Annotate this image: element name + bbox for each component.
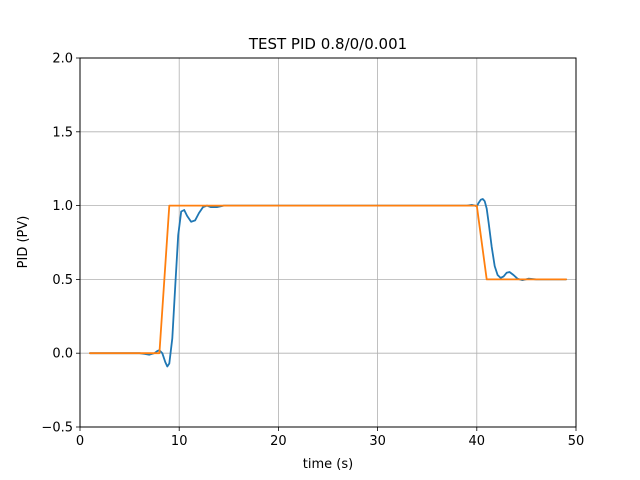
- x-tick-label: 0: [76, 434, 84, 449]
- x-tick-label: 20: [270, 434, 287, 449]
- series-layer: [89, 198, 567, 368]
- y-axis-label: PID (PV): [16, 216, 31, 269]
- y-tick-label: 1.0: [52, 199, 73, 214]
- y-tick-label: 2.0: [52, 52, 73, 67]
- x-axis-label: time (s): [303, 457, 353, 472]
- plot-frame: [79, 57, 577, 428]
- x-tick-label: 10: [171, 434, 188, 449]
- grid: [79, 57, 577, 428]
- chart-title: TEST PID 0.8/0/0.001: [248, 35, 407, 53]
- y-tick-label: 0.5: [52, 273, 73, 288]
- y-tick-label: 0.0: [52, 347, 73, 362]
- x-tick-label: 40: [469, 434, 486, 449]
- y-tick-label: −0.5: [41, 421, 73, 436]
- series-line-blue: [89, 198, 567, 368]
- x-ticks: 0 10 20 30 40 50: [76, 427, 584, 449]
- series-line-orange: [89, 204, 567, 355]
- x-tick-label: 50: [568, 434, 585, 449]
- x-tick-label: 30: [369, 434, 386, 449]
- y-ticks: −0.5 0.0 0.5 1.0 1.5 2.0: [41, 52, 80, 436]
- y-tick-label: 1.5: [52, 125, 73, 140]
